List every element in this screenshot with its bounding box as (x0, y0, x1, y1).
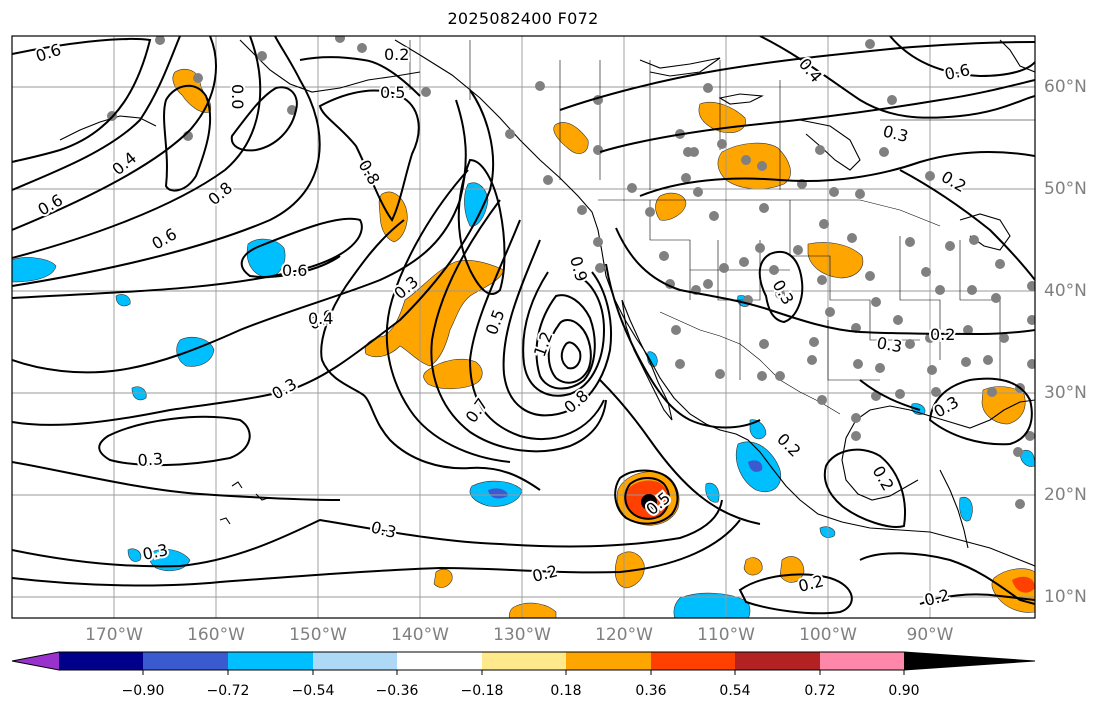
lon-label: 120°W (595, 625, 653, 645)
contour-label: 0.5 (380, 83, 405, 102)
colorbar (11, 651, 1036, 675)
colorbar-tick-label: −0.72 (206, 683, 250, 699)
colorbar-tick-label: −0.54 (291, 683, 335, 699)
colorbar-bin (735, 652, 820, 670)
colorbar-tick-label: 0.90 (888, 683, 920, 699)
station-markers (107, 36, 1035, 509)
contour-label: 0.3 (137, 449, 164, 470)
contour-label: 0.4 (308, 309, 333, 328)
lat-label: 50°N (1044, 179, 1087, 199)
colorbar-bin (482, 652, 566, 670)
colorbar-tick-label: 0.72 (804, 683, 836, 699)
contour-label: 0.2 (930, 325, 955, 344)
colorbar-tick-label: −0.18 (460, 683, 504, 699)
storm-center-marker (641, 494, 657, 510)
colorbar-bin (228, 652, 313, 670)
contour-label: 0.3 (141, 540, 170, 564)
lon-label: 170°W (85, 625, 143, 645)
contour-label: 0.2 (384, 45, 409, 64)
lat-label: 30°N (1044, 383, 1087, 403)
contour-label: 0.0 (228, 84, 247, 109)
lon-label: 100°W (799, 625, 857, 645)
colorbar-min-extend (12, 652, 59, 670)
lon-label: 140°W (391, 625, 449, 645)
lat-label: 40°N (1044, 281, 1087, 301)
colorbar-max-extend (904, 652, 1035, 670)
map-frame (11, 35, 1036, 619)
lon-label: 110°W (697, 625, 755, 645)
political-borders (409, 40, 1035, 415)
negative-anomaly-patches (12, 182, 1035, 618)
lat-label: 60°N (1044, 77, 1087, 97)
colorbar-bin (313, 652, 397, 670)
coastlines (59, 39, 1035, 567)
contour-label: 0.3 (875, 333, 903, 356)
colorbar-tick-label: 0.36 (635, 683, 667, 699)
lat-label: 10°N (1044, 587, 1087, 607)
contour-label: 0.6 (282, 261, 307, 280)
contour-label: 0.6 (943, 60, 972, 84)
contour-lines (12, 36, 1035, 615)
colorbar-bin (143, 652, 228, 670)
colorbar-bin (566, 652, 651, 670)
map-title: 2025082400 F072 (447, 9, 599, 28)
colorbar-tick-label: 0.54 (719, 683, 751, 699)
colorbar-tick-label: −0.90 (121, 683, 165, 699)
colorbar-bin (397, 652, 482, 670)
lon-label: 150°W (289, 625, 347, 645)
lat-label: 20°N (1044, 485, 1087, 505)
colorbar-tick-label: 0.18 (550, 683, 582, 699)
colorbar-tick-label: −0.36 (375, 683, 419, 699)
colorbar-bin (651, 652, 735, 670)
lon-label: 130°W (493, 625, 551, 645)
lon-label: 160°W (187, 625, 245, 645)
lon-label: 90°W (906, 625, 954, 645)
colorbar-bin (820, 652, 904, 670)
colorbar-bin (59, 652, 143, 670)
